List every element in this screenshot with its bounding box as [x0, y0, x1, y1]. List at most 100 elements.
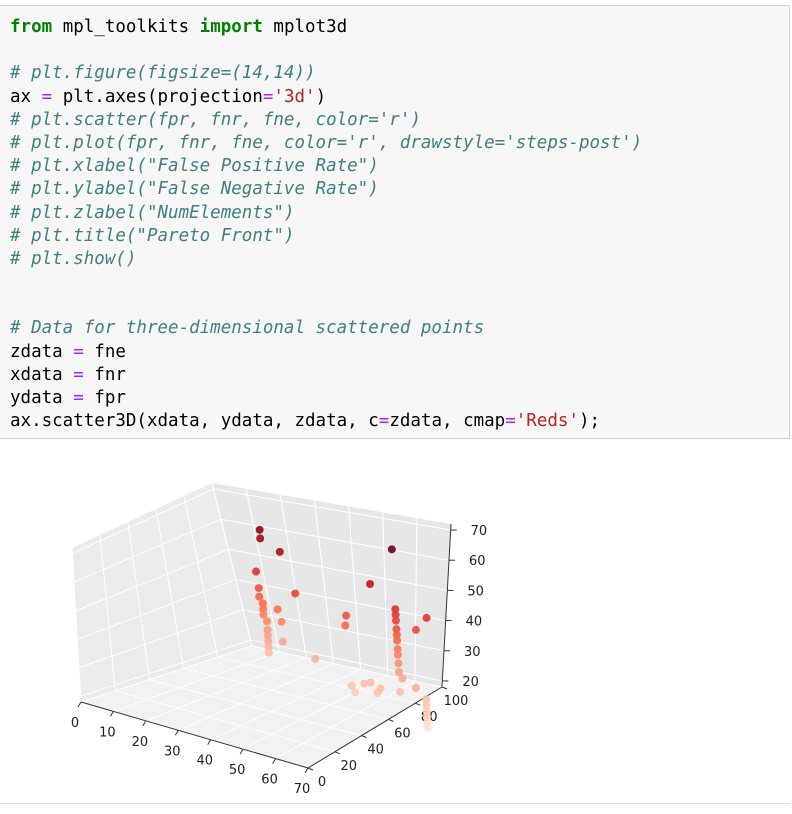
code-line: # plt.figure(figsize=(14,14)): [10, 62, 642, 85]
data-point: [422, 613, 431, 622]
z-tick-label: 70: [471, 524, 488, 539]
x-tick-label: 60: [261, 773, 278, 788]
data-point: [351, 688, 360, 697]
back-grid-x: [382, 512, 389, 676]
floor-pane: [81, 646, 442, 768]
code-cell-input[interactable]: from mpl_toolkits import mplot3d # plt.fi…: [0, 5, 790, 439]
code-cell-output: 010203040506070020406080100203040506070: [0, 444, 790, 810]
code-token: # Data for three-dimensional scattered p…: [10, 318, 485, 339]
code-editor[interactable]: from mpl_toolkits import mplot3d # plt.fi…: [10, 16, 642, 433]
floor-grid-x: [80, 645, 253, 703]
y-tick-label: 100: [444, 694, 469, 709]
cell-divider: [0, 803, 790, 804]
code-line: [10, 294, 642, 317]
data-point: [259, 604, 268, 613]
z-tick-label: 60: [469, 554, 486, 569]
data-point: [342, 611, 351, 620]
code-token: zdata, cmap: [389, 411, 506, 432]
code-token: mpl_toolkits: [52, 17, 200, 37]
code-token: =: [73, 341, 84, 362]
data-point: [347, 681, 356, 690]
data-point: [422, 706, 431, 715]
y-tick: [441, 686, 448, 690]
code-token: =: [262, 86, 274, 107]
data-point: [391, 610, 400, 619]
data-point: [387, 545, 396, 554]
code-token: ax.scatter3D(xdata, ydata, zdata, c: [10, 411, 379, 432]
code-token: # plt.title("Pareto Front"): [10, 225, 295, 246]
left-grid-z: [75, 548, 229, 612]
y-tick-label: 20: [341, 759, 358, 774]
code-line: # plt.show(): [10, 248, 642, 271]
code-token: '3d': [273, 86, 316, 107]
y-tick: [334, 751, 340, 755]
back-grid-z: [250, 639, 443, 682]
code-token: # plt.show(): [10, 248, 137, 269]
data-point: [393, 645, 402, 654]
left-grid-z: [77, 579, 236, 640]
data-point: [264, 648, 273, 657]
code-token: import: [199, 17, 263, 37]
code-line: from mpl_toolkits import mplot3d: [10, 16, 642, 39]
floor-grid-x: [178, 663, 334, 731]
code-line: ydata = fpr: [10, 387, 642, 410]
code-token: =: [41, 86, 53, 107]
left-grid-y: [183, 495, 219, 658]
back-grid-z: [235, 579, 446, 622]
floor-grid-x: [210, 668, 361, 741]
z-tick-label: 30: [464, 645, 481, 660]
data-point: [423, 712, 432, 721]
data-point: [398, 674, 407, 683]
data-point: [273, 605, 282, 614]
floor-grid-y: [149, 679, 362, 737]
x-tick-label: 10: [99, 725, 116, 740]
floor-grid-x: [275, 680, 416, 760]
floor-grid-y: [183, 667, 389, 720]
code-line: # plt.xlabel("False Positive Rate"): [10, 155, 642, 178]
x-tick-label: 40: [196, 754, 213, 769]
data-point: [360, 679, 369, 688]
code-line: # Data for three-dimensional scattered p…: [10, 317, 642, 340]
data-point: [263, 631, 272, 640]
x-tick-label: 0: [71, 716, 79, 731]
data-point: [423, 723, 432, 732]
data-point: [255, 592, 264, 601]
z-tick-label: 40: [466, 615, 483, 630]
code-token: from: [10, 17, 53, 37]
x-tick-label: 70: [294, 782, 311, 797]
scatter3d-plot: 010203040506070020406080100203040506070: [71, 482, 488, 797]
code-token: 'Reds': [515, 411, 579, 432]
left-grid-z: [73, 518, 222, 583]
y-axis-line: [307, 686, 443, 769]
code-token: =: [73, 388, 84, 408]
data-point: [252, 567, 261, 576]
code-token: =: [505, 411, 516, 432]
code-token: # plt.xlabel("False Positive Rate"): [10, 156, 379, 177]
data-point: [393, 636, 402, 645]
data-point: [411, 625, 420, 634]
code-token: # plt.plot(fpr, fnr, fne, color='r', dra…: [10, 132, 643, 153]
code-token: =: [378, 411, 390, 432]
code-line: [10, 271, 642, 294]
x-tick: [174, 730, 179, 736]
data-point: [341, 621, 350, 630]
left-grid-y: [71, 547, 82, 703]
x-tick: [207, 739, 212, 745]
x-tick-label: 20: [132, 735, 149, 750]
code-line: zdata = fne: [10, 341, 642, 364]
back-grid-x: [279, 494, 307, 658]
y-tick: [388, 718, 394, 722]
x-tick-label: 30: [164, 744, 181, 759]
data-point: [263, 617, 272, 626]
back-grid-x: [414, 518, 418, 682]
y-tick: [361, 735, 367, 739]
code-line: ax = plt.axes(projection='3d'): [10, 86, 642, 109]
left-pane: [72, 483, 252, 702]
code-token: xdata: [10, 364, 74, 385]
data-point: [264, 642, 273, 651]
x-tick: [142, 720, 147, 727]
data-point: [277, 617, 286, 626]
y-tick-label: 40: [367, 743, 384, 758]
z-tick-label: 20: [462, 675, 479, 690]
x-tick: [77, 701, 82, 708]
